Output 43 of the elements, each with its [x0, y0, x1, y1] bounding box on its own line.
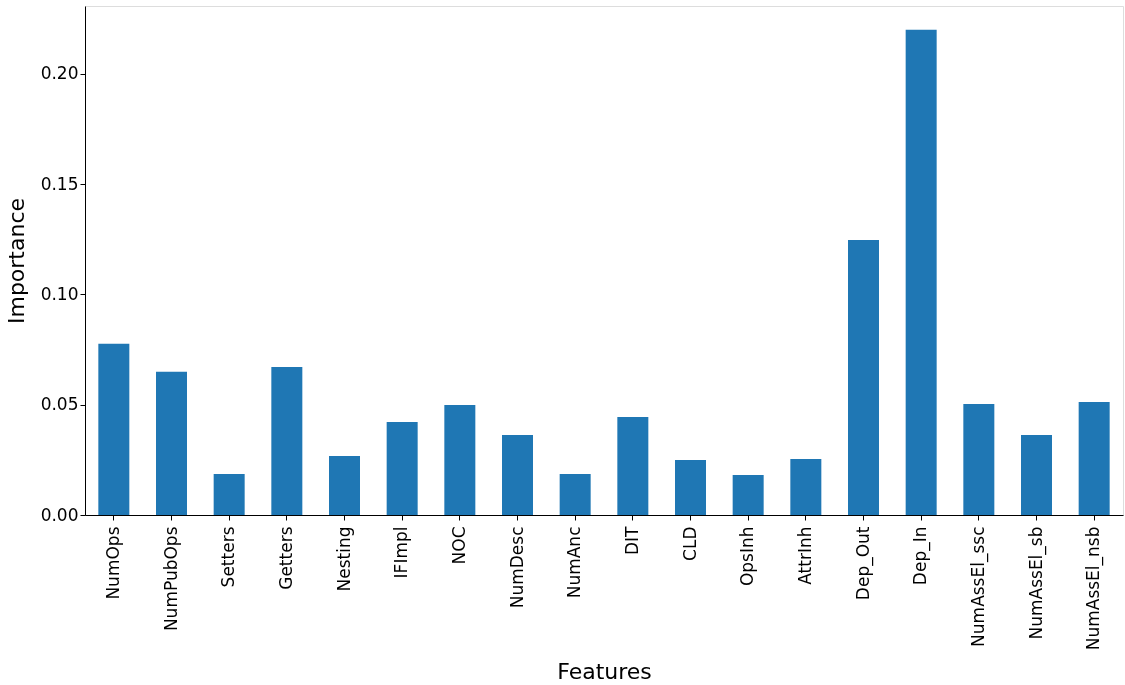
x-tick-label: NumAssEl_ssc — [967, 526, 989, 647]
y-tick-label: 0.10 — [40, 283, 79, 304]
y-tick-label: 0.00 — [40, 504, 79, 525]
x-tick-label: CLD — [679, 526, 700, 561]
x-tick-label: AttrInh — [794, 526, 815, 585]
bar — [790, 458, 822, 515]
y-axis-title: Importance — [3, 197, 29, 325]
bar — [386, 421, 418, 515]
bar — [329, 455, 360, 515]
x-tick-label: NumPubOps — [160, 526, 181, 632]
bar — [1021, 434, 1052, 515]
y-tick-label: 0.20 — [40, 63, 79, 84]
bar — [963, 404, 995, 515]
x-tick-label: Nesting — [333, 526, 354, 592]
bar — [617, 417, 649, 515]
x-tick-label: IFImpl — [391, 526, 412, 579]
x-tick-label: NumDesc — [506, 526, 527, 609]
x-tick-label: OpsInh — [737, 526, 758, 587]
x-tick-label: Getters — [275, 526, 296, 590]
x-tick-label: NumAssEl_sb — [1025, 526, 1047, 640]
x-tick-label: Setters — [218, 526, 239, 588]
bar — [271, 367, 303, 515]
x-tick-label: NumAssEl_nsb — [1083, 526, 1105, 651]
y-tick-label: 0.05 — [40, 394, 79, 415]
y-tick-label: 0.15 — [40, 173, 79, 194]
bar — [732, 475, 764, 515]
bar — [1078, 402, 1110, 515]
x-tick-label: Dep_Out — [852, 526, 874, 601]
x-axis-title: Features — [557, 659, 652, 685]
bar — [213, 473, 245, 515]
x-tick-label: NOC — [448, 526, 469, 565]
bar — [98, 343, 130, 515]
bar — [444, 404, 476, 515]
bar — [848, 239, 879, 515]
bar — [502, 434, 533, 515]
x-tick-label: DIT — [621, 525, 642, 555]
x-tick-label: NumAnc — [564, 526, 585, 599]
x-tick-label: Dep_In — [910, 526, 932, 586]
bar — [559, 473, 591, 515]
x-tick-label: NumOps — [102, 526, 123, 600]
bar — [675, 460, 706, 515]
bar — [156, 371, 187, 515]
bar — [905, 29, 937, 515]
